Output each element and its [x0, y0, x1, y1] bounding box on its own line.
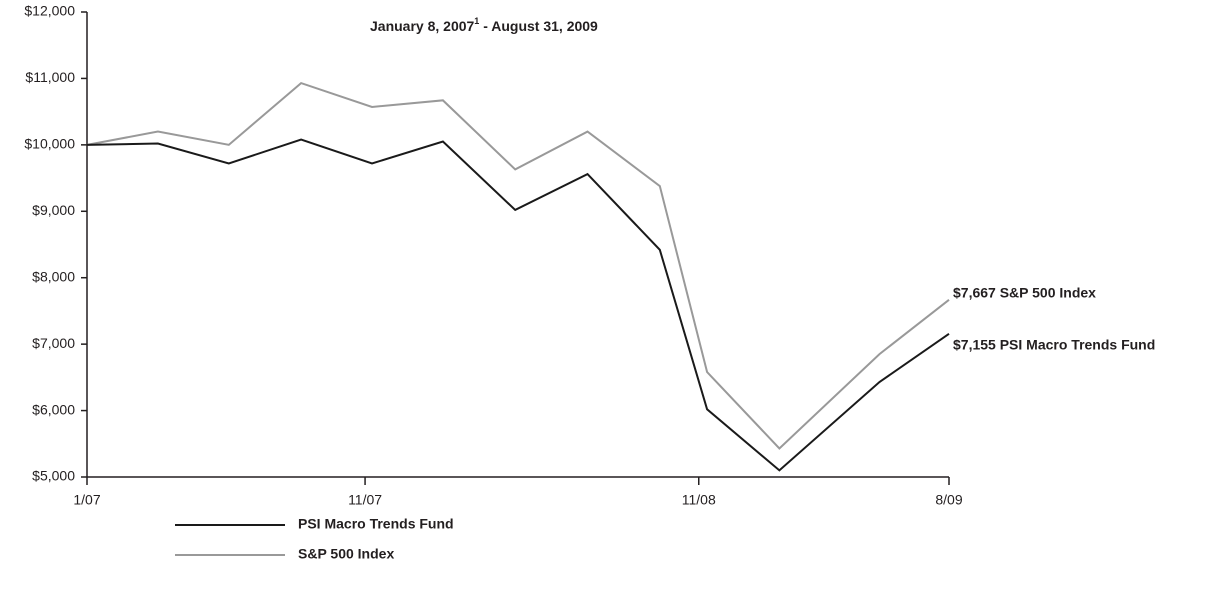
title-continuation: - August 31, 2009	[479, 18, 598, 34]
end-label: $7,667 S&P 500 Index	[953, 285, 1096, 301]
title-footnote: 1	[474, 16, 479, 26]
y-tick-label: $12,000	[24, 3, 75, 19]
y-tick-label: $11,000	[25, 69, 75, 85]
x-tick-label: 8/09	[935, 492, 962, 508]
x-tick-label: 11/07	[348, 492, 382, 508]
y-tick-label: $8,000	[32, 268, 75, 284]
legend-label: S&P 500 Index	[298, 546, 394, 562]
y-tick-label: $9,000	[32, 202, 75, 218]
y-tick-label: $10,000	[24, 136, 75, 152]
legend-label: PSI Macro Trends Fund	[298, 516, 454, 532]
x-tick-label: 11/08	[682, 492, 716, 508]
y-tick-label: $5,000	[32, 468, 75, 484]
series-line	[86, 81, 950, 450]
series-line	[86, 138, 950, 472]
x-tick-label: 1/07	[73, 492, 100, 508]
end-label: $7,155 PSI Macro Trends Fund	[953, 337, 1155, 353]
title-text: January 8, 2007	[370, 18, 475, 34]
y-tick-label: $6,000	[32, 401, 75, 417]
chart-title: January 8, 20071 - August 31, 2009	[370, 16, 598, 33]
y-tick-label: $7,000	[32, 335, 75, 351]
